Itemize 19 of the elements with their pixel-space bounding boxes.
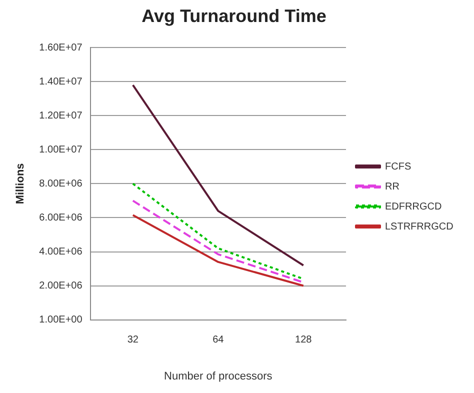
y-tick-label: 1.40E+07 xyxy=(39,76,83,88)
x-tick-label: 64 xyxy=(212,334,224,346)
y-tick-label: 1.00E+07 xyxy=(39,144,83,156)
y-tick-label: 1.20E+07 xyxy=(39,110,83,122)
x-tick-label: 128 xyxy=(295,334,312,346)
legend-label: FCFS xyxy=(385,161,412,172)
legend-label: EDFRRGCD xyxy=(385,201,442,212)
y-tick-label: 1.60E+07 xyxy=(39,42,83,54)
x-axis-title: Number of processors xyxy=(164,370,273,382)
legend-label: LSTRFRRGCD xyxy=(385,221,454,232)
x-tick-label: 32 xyxy=(127,334,139,346)
y-tick-label: 2.00E+06 xyxy=(39,280,83,292)
chart-title: Avg Turnaround Time xyxy=(142,6,326,26)
legend-label: RR xyxy=(385,181,400,192)
y-axis-title: Millions xyxy=(14,163,27,204)
y-tick-label: 1.00E+00 xyxy=(39,314,83,326)
y-tick-label: 6.00E+06 xyxy=(39,212,83,224)
y-tick-label: 8.00E+06 xyxy=(39,178,83,190)
y-tick-label: 4.00E+06 xyxy=(39,246,83,258)
